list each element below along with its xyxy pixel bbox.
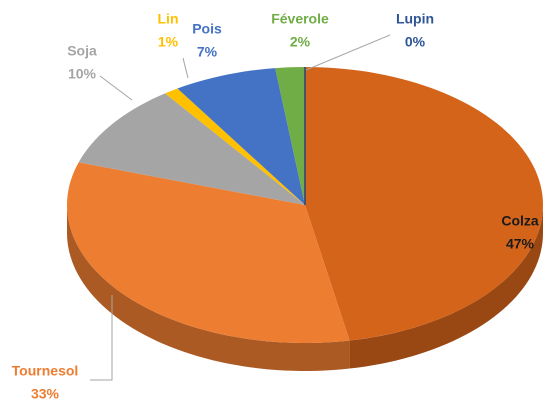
slice: [165, 88, 305, 205]
slice-side: [67, 205, 350, 371]
slice-label: Colza: [501, 213, 539, 229]
slice: [177, 68, 305, 206]
slice: [305, 67, 543, 341]
slice-value-label: 7%: [197, 44, 218, 60]
slice-label: Lin: [158, 11, 179, 27]
slice-value-label: 0%: [405, 34, 426, 50]
slice-label: Soja: [67, 43, 97, 59]
slice-label: Lupin: [396, 11, 434, 27]
slice-label: Tournesol: [12, 363, 79, 379]
slice-value-label: 1%: [158, 34, 179, 50]
leader-line: [182, 57, 189, 79]
slice-side: [349, 205, 543, 369]
slice-value-label: 10%: [68, 66, 97, 82]
leader-line: [90, 295, 113, 381]
slice-value-label: 47%: [506, 236, 535, 252]
leader-line: [305, 34, 391, 71]
slice: [78, 93, 305, 205]
slice: [275, 67, 305, 205]
slice: [67, 162, 350, 343]
leader-line: [99, 75, 133, 101]
slice-value-label: 33%: [31, 386, 60, 401]
slice-value-label: 2%: [290, 34, 311, 50]
slice-label: Féverole: [271, 11, 329, 27]
slice-label: Pois: [192, 21, 222, 37]
